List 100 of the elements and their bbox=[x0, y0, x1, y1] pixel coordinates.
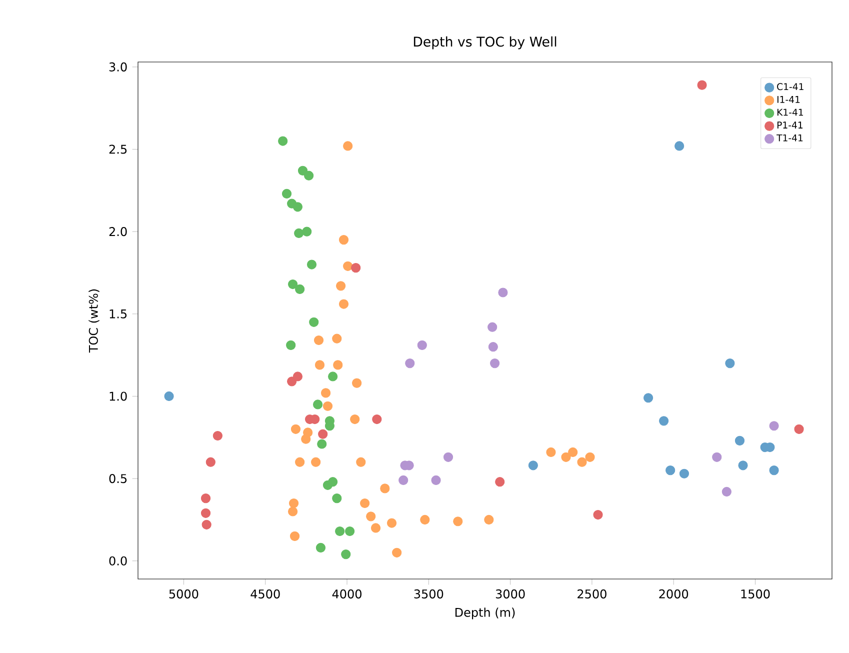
point bbox=[288, 279, 298, 290]
point bbox=[666, 466, 676, 476]
y-axis-title: TOC (wt%) bbox=[88, 289, 100, 353]
x-tick-label: 5000 bbox=[169, 589, 198, 598]
point bbox=[738, 460, 748, 470]
y-tick-label: 1.0 bbox=[110, 392, 127, 401]
point bbox=[320, 388, 331, 398]
point bbox=[333, 360, 343, 370]
point bbox=[212, 430, 222, 441]
point bbox=[202, 520, 212, 530]
point bbox=[290, 424, 301, 434]
point bbox=[769, 466, 779, 476]
point bbox=[674, 141, 684, 151]
point bbox=[200, 494, 211, 504]
point bbox=[295, 284, 305, 294]
x-axis-title: Depth (m) bbox=[455, 608, 515, 620]
x-tick-label: 2500 bbox=[578, 589, 606, 598]
point bbox=[405, 358, 415, 368]
point bbox=[332, 334, 342, 344]
legend-label: C1-41 bbox=[777, 83, 804, 90]
point bbox=[322, 401, 333, 411]
point bbox=[643, 393, 654, 403]
point bbox=[568, 447, 578, 458]
point bbox=[659, 416, 669, 426]
point bbox=[335, 526, 345, 536]
point bbox=[725, 358, 735, 368]
point bbox=[292, 202, 302, 212]
x-tick-label: 1500 bbox=[741, 589, 770, 598]
point bbox=[311, 457, 321, 467]
point bbox=[392, 548, 402, 558]
point bbox=[164, 391, 174, 402]
point bbox=[366, 512, 376, 522]
point bbox=[577, 457, 587, 467]
point bbox=[328, 477, 338, 487]
point bbox=[372, 414, 382, 424]
y-tick-label: 1.5 bbox=[110, 309, 127, 318]
point bbox=[712, 452, 722, 462]
point bbox=[769, 421, 779, 431]
point bbox=[351, 263, 361, 273]
point bbox=[314, 360, 325, 370]
point bbox=[431, 475, 441, 486]
point bbox=[370, 523, 381, 533]
point bbox=[488, 322, 498, 332]
point bbox=[341, 550, 351, 560]
x-tick-label: 2000 bbox=[659, 589, 688, 598]
point bbox=[295, 457, 305, 467]
point bbox=[304, 170, 314, 180]
point bbox=[317, 439, 327, 449]
legend-label: I1-41 bbox=[777, 96, 800, 103]
point bbox=[498, 288, 508, 298]
y-tick-label: 3.0 bbox=[109, 62, 127, 72]
point bbox=[352, 378, 362, 388]
y-tick-label: 2.0 bbox=[109, 227, 127, 236]
point bbox=[453, 516, 463, 526]
point bbox=[734, 436, 745, 446]
point bbox=[298, 166, 308, 176]
y-tick-label: 0.5 bbox=[109, 474, 127, 484]
point bbox=[593, 510, 603, 520]
point bbox=[338, 299, 349, 309]
point bbox=[287, 376, 297, 386]
point bbox=[294, 228, 304, 238]
point bbox=[344, 526, 355, 536]
point bbox=[679, 468, 690, 478]
point bbox=[316, 542, 326, 553]
point bbox=[278, 136, 288, 146]
legend-label: T1-41 bbox=[776, 134, 803, 142]
legend-label: P1-41 bbox=[777, 122, 802, 128]
x-tick-label: 4500 bbox=[250, 589, 280, 598]
legend-label: K1-41 bbox=[777, 108, 803, 116]
point bbox=[420, 514, 430, 525]
point bbox=[343, 141, 353, 151]
point bbox=[292, 372, 302, 382]
point bbox=[338, 235, 349, 245]
x-tick-label: 4000 bbox=[332, 589, 362, 598]
point bbox=[288, 498, 299, 508]
point bbox=[490, 358, 500, 368]
point bbox=[318, 429, 328, 439]
x-tick-label: 3500 bbox=[414, 589, 444, 598]
point bbox=[528, 460, 538, 470]
point bbox=[309, 317, 319, 327]
point bbox=[484, 514, 494, 525]
point bbox=[488, 342, 498, 352]
point bbox=[206, 457, 216, 467]
point bbox=[200, 508, 211, 518]
point bbox=[417, 340, 427, 350]
point bbox=[585, 452, 595, 462]
point bbox=[286, 340, 296, 350]
point bbox=[282, 188, 292, 199]
point bbox=[336, 281, 346, 291]
point bbox=[398, 475, 408, 486]
point bbox=[697, 80, 707, 90]
y-tick-label: 2.5 bbox=[109, 144, 127, 154]
point bbox=[306, 260, 317, 270]
point bbox=[350, 414, 360, 424]
point bbox=[301, 434, 311, 444]
point bbox=[561, 452, 571, 462]
point bbox=[288, 506, 298, 516]
point bbox=[722, 486, 732, 497]
chart-title: Depth vs TOC by Well bbox=[414, 36, 556, 50]
point bbox=[332, 494, 342, 504]
